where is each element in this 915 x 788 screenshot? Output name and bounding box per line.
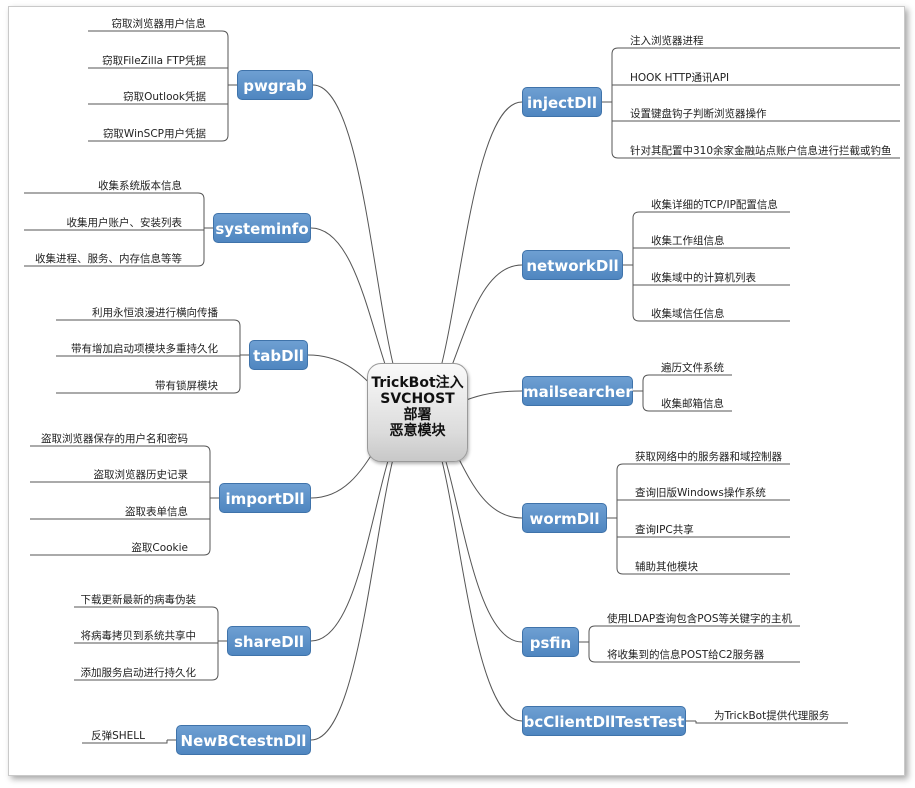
- leaf-topic: 带有锁屏模块: [155, 380, 218, 392]
- branch-node-systeminfo: systeminfo: [213, 213, 311, 243]
- branch-node-wormdll: wormDll: [522, 503, 607, 533]
- leaf-underline: [74, 673, 219, 681]
- branch-node-networkdll: networkDll: [522, 250, 623, 280]
- leaf-underline: [88, 134, 229, 142]
- leaf-topic: 收集详细的TCP/IP配置信息: [651, 199, 778, 211]
- leaf-underline: [642, 374, 732, 382]
- leaf-topic: 注入浏览器进程: [630, 35, 704, 47]
- leaf-topic: 利用永恒浪漫进行横向传播: [92, 307, 218, 319]
- leaf-underline: [30, 548, 211, 556]
- branch-node-injectdll: injectDll: [522, 87, 602, 117]
- leaf-topic: 窃取浏览器用户信息: [111, 18, 207, 30]
- branch-node-psfin: psfin: [522, 627, 579, 657]
- central-topic-line: 恶意模块: [389, 423, 446, 439]
- branch-node-pwgrab: pwgrab: [237, 70, 313, 100]
- leaf-topic: 盗取浏览器历史记录: [93, 469, 189, 481]
- leaf-topic: 下载更新最新的病毒伪装: [80, 594, 197, 606]
- leaf-topic: 窃取FileZilla FTP凭据: [102, 55, 206, 67]
- leaf-topic: 将收集到的信息POST给C2服务器: [607, 649, 765, 661]
- leaf-topic: 收集系统版本信息: [98, 180, 182, 192]
- branch-node-importdll: importDll: [219, 483, 311, 513]
- leaf-topic: 获取网络中的服务器和域控制器: [635, 451, 782, 463]
- leaf-underline: [632, 314, 790, 322]
- leaf-topic: 针对其配置中310余家金融站点账户信息进行拦截或钓鱼: [630, 145, 892, 157]
- leaf-topic: 收集邮箱信息: [661, 398, 724, 410]
- leaf-underline: [632, 211, 790, 219]
- leaf-topic: HOOK HTTP通讯API: [630, 72, 730, 84]
- central-topic: TrickBot注入 SVCHOST 部署 恶意模块: [367, 363, 468, 462]
- leaf-underline: [24, 192, 205, 200]
- central-topic-line: TrickBot注入: [371, 375, 464, 391]
- leaf-underline: [616, 463, 790, 471]
- leaf-topic: 盗取Cookie: [131, 542, 188, 554]
- branch-node-bcclientdlltesttest: bcClientDllTestTest: [522, 706, 686, 736]
- leaf-underline: [24, 259, 205, 267]
- central-topic-line: 部署: [403, 407, 432, 423]
- leaf-topic: 为TrickBot提供代理服务: [714, 710, 830, 722]
- leaf-topic: 窃取Outlook凭据: [123, 91, 206, 103]
- leaf-topic: 查询旧版Windows操作系统: [635, 487, 766, 499]
- leaf-topic: 遍历文件系统: [661, 362, 724, 374]
- leaf-topic: 使用LDAP查询包含POS等关键字的主机: [607, 613, 793, 625]
- branch-node-tabdll: tabDll: [249, 340, 308, 370]
- leaf-underline: [616, 567, 790, 575]
- leaf-topic: 辅助其他模块: [635, 561, 698, 573]
- leaf-underline: [588, 625, 800, 633]
- leaf-underline: [88, 30, 229, 38]
- central-topic-line: SVCHOST: [380, 391, 455, 407]
- leaf-topic: 反弹SHELL: [91, 730, 145, 742]
- leaf-underline: [74, 606, 219, 614]
- leaf-topic: 收集工作组信息: [651, 235, 725, 247]
- branch-node-mailsearcher: mailsearcher: [522, 376, 633, 406]
- leaf-underline: [588, 655, 800, 663]
- leaf-topic: 收集用户账户、安装列表: [66, 217, 183, 229]
- leaf-underline: [611, 47, 900, 55]
- leaf-underline: [611, 151, 900, 159]
- leaf-topic: 收集进程、服务、内存信息等等: [35, 253, 182, 265]
- leaf-underline: [82, 740, 168, 744]
- leaf-topic: 查询IPC共享: [635, 524, 694, 536]
- leaf-topic: 设置键盘钩子判断浏览器操作: [630, 108, 767, 120]
- leaf-topic: 盗取浏览器保存的用户名和密码: [41, 433, 188, 445]
- leaf-underline: [30, 445, 211, 453]
- leaf-topic: 添加服务启动进行持久化: [80, 667, 197, 679]
- leaf-underline: [56, 319, 241, 327]
- leaf-underline: [642, 404, 732, 412]
- branch-node-sharedll: shareDll: [227, 626, 311, 656]
- leaf-topic: 收集域中的计算机列表: [651, 272, 756, 284]
- leaf-underline: [56, 386, 241, 394]
- leaf-topic: 窃取WinSCP用户凭据: [102, 128, 206, 140]
- leaf-underline: [695, 721, 848, 724]
- leaf-topic: 盗取表单信息: [125, 506, 188, 518]
- leaf-topic: 收集域信任信息: [651, 308, 725, 320]
- leaf-topic: 带有增加启动项模块多重持久化: [71, 343, 218, 355]
- branch-node-newbctestndll: NewBCtestnDll: [176, 725, 311, 755]
- leaf-topic: 将病毒拷贝到系统共享中: [80, 630, 197, 642]
